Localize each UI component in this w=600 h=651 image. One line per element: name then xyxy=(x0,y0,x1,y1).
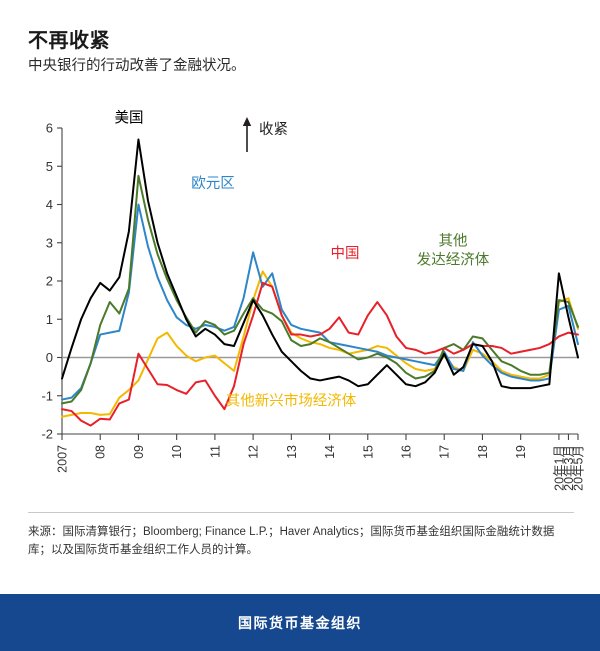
tightening-annotation: 收紧 xyxy=(242,117,288,152)
y-axis: -2 -1 0 1 2 3 4 5 6 xyxy=(41,121,63,442)
y-tick-label: 1 xyxy=(46,312,53,327)
x-tick-label: 08 xyxy=(94,445,108,459)
series-label-1: 欧元区 xyxy=(191,175,235,192)
x-tick-label: 20年5月 xyxy=(572,445,586,491)
page-subtitle: 中央银行的行动改善了金融状况。 xyxy=(28,58,246,74)
x-tick-label: 17 xyxy=(438,445,452,459)
footer-organization: 国际货币基金组织 xyxy=(238,614,362,631)
y-tick-label: -1 xyxy=(41,388,53,403)
series-label-4: 其他新兴市场经济体 xyxy=(226,392,357,409)
series-label-3: 其他 xyxy=(439,233,468,250)
x-tick-label: 14 xyxy=(323,445,337,459)
x-tick-label: 20年1月 xyxy=(552,445,566,491)
x-tick-label: 16 xyxy=(400,445,414,459)
x-tick-label: 2007 xyxy=(56,445,70,473)
series-line-2 xyxy=(61,281,579,427)
x-tick-label: 20年3月 xyxy=(562,445,576,491)
series-line-1 xyxy=(61,203,579,401)
x-tick-label: 18 xyxy=(476,445,490,459)
y-tick-label: 3 xyxy=(46,235,53,250)
y-tick-label: -2 xyxy=(41,427,53,442)
x-tick-label: 19 xyxy=(514,445,528,459)
y-tick-label: 4 xyxy=(46,197,53,212)
x-tick-label: 10 xyxy=(170,445,184,459)
y-tick-label: 6 xyxy=(46,121,53,136)
x-axis: 2007 08 09 10 11 12 13 14 15 16 17 18 19 20年1月20年3月20… xyxy=(56,433,586,491)
x-tick-label: 13 xyxy=(285,445,299,459)
x-tick-label: 09 xyxy=(132,445,146,459)
series-label-3: 发达经济体 xyxy=(417,252,490,269)
y-tick-label: 5 xyxy=(46,159,53,174)
arrow-up-icon xyxy=(242,117,252,126)
series-line-3 xyxy=(61,174,579,405)
page-title: 不再收紧 xyxy=(28,30,110,52)
series-line-0 xyxy=(61,138,579,390)
y-tick-label: 2 xyxy=(46,274,53,289)
source-note: 来源：国际清算银行；Bloomberg; Finance L.P.；Haver … xyxy=(28,526,555,556)
chart-container: -2 -1 0 1 2 3 4 5 6 2007 08 09 10 11 12 13 14 15 16 17 18 19… xyxy=(0,100,600,510)
series-lines xyxy=(61,138,579,427)
tightening-label: 收紧 xyxy=(259,121,288,138)
series-label-0: 美国 xyxy=(115,110,144,127)
x-tick-label: 11 xyxy=(208,445,222,458)
source-divider xyxy=(28,512,574,513)
x-tick-label: 15 xyxy=(361,445,375,459)
x-tick-label: 12 xyxy=(247,445,261,459)
footer-bar: 国际货币基金组织 xyxy=(0,594,600,651)
series-label-2: 中国 xyxy=(331,245,360,262)
y-tick-label: 0 xyxy=(46,350,53,365)
